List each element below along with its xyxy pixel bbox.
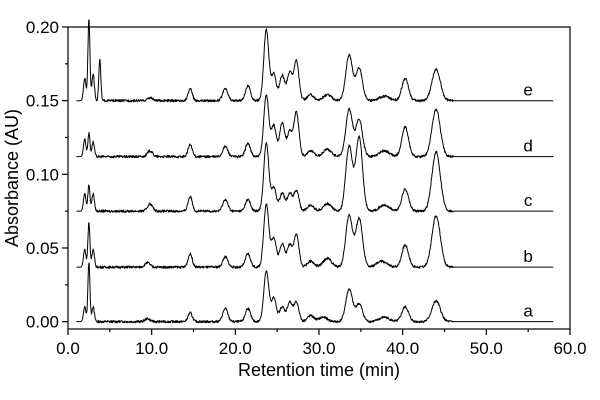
trace-c — [76, 135, 554, 213]
trace-a — [76, 262, 554, 324]
trace-d — [76, 94, 554, 159]
trace-label-c: c — [524, 191, 533, 210]
x-tick-label: 30.0 — [302, 339, 335, 358]
y-tick-label: 0.15 — [26, 92, 59, 111]
trace-label-e: e — [523, 81, 532, 100]
x-tick-label: 40.0 — [386, 339, 419, 358]
trace-b — [76, 203, 554, 269]
x-tick-label: 60.0 — [553, 339, 586, 358]
y-tick-label: 0.20 — [26, 18, 59, 37]
plot-frame — [67, 26, 571, 330]
trace-label-d: d — [523, 137, 532, 156]
x-axis-title: Retention time (min) — [238, 360, 400, 380]
trace-label-a: a — [523, 302, 533, 321]
x-axis: 0.0 10.0 20.0 30.0 40.0 50.0 60.0 — [56, 329, 587, 358]
trace-group — [76, 19, 554, 324]
trace-e — [76, 19, 554, 103]
y-axis: 0.00 0.05 0.10 0.15 0.20 — [26, 18, 68, 332]
y-tick-label: 0.05 — [26, 239, 59, 258]
trace-label-b: b — [523, 247, 532, 266]
x-tick-label: 50.0 — [470, 339, 503, 358]
y-axis-title: Absorbance (AU) — [2, 109, 22, 247]
x-tick-label: 0.0 — [56, 339, 80, 358]
y-tick-label: 0.10 — [26, 165, 59, 184]
x-tick-label: 10.0 — [135, 339, 168, 358]
x-tick-label: 20.0 — [219, 339, 252, 358]
y-tick-label: 0.00 — [26, 313, 59, 332]
trace-label-group: a b c d e — [523, 81, 533, 321]
